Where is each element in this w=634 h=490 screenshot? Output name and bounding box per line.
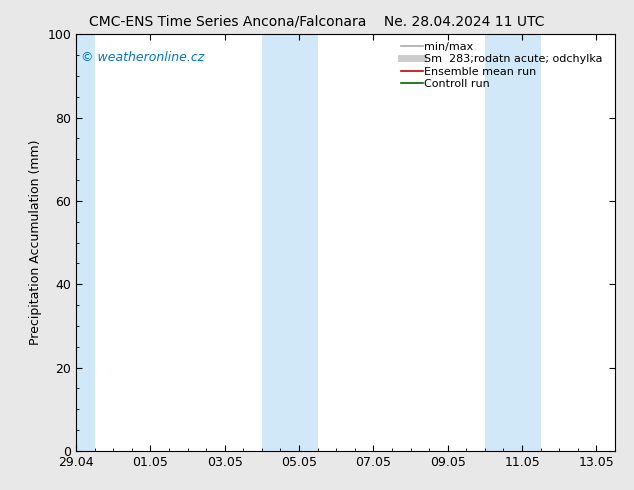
- Legend: min/max, Sm  283;rodatn acute; odchylka, Ensemble mean run, Controll run: min/max, Sm 283;rodatn acute; odchylka, …: [399, 40, 609, 91]
- Y-axis label: Precipitation Accumulation (mm): Precipitation Accumulation (mm): [29, 140, 42, 345]
- Bar: [485, 34, 541, 451]
- Bar: [68, 34, 94, 451]
- Text: © weatheronline.cz: © weatheronline.cz: [81, 51, 205, 64]
- Bar: [262, 34, 318, 451]
- Text: CMC-ENS Time Series Ancona/Falconara    Ne. 28.04.2024 11 UTC: CMC-ENS Time Series Ancona/Falconara Ne.…: [89, 15, 545, 29]
